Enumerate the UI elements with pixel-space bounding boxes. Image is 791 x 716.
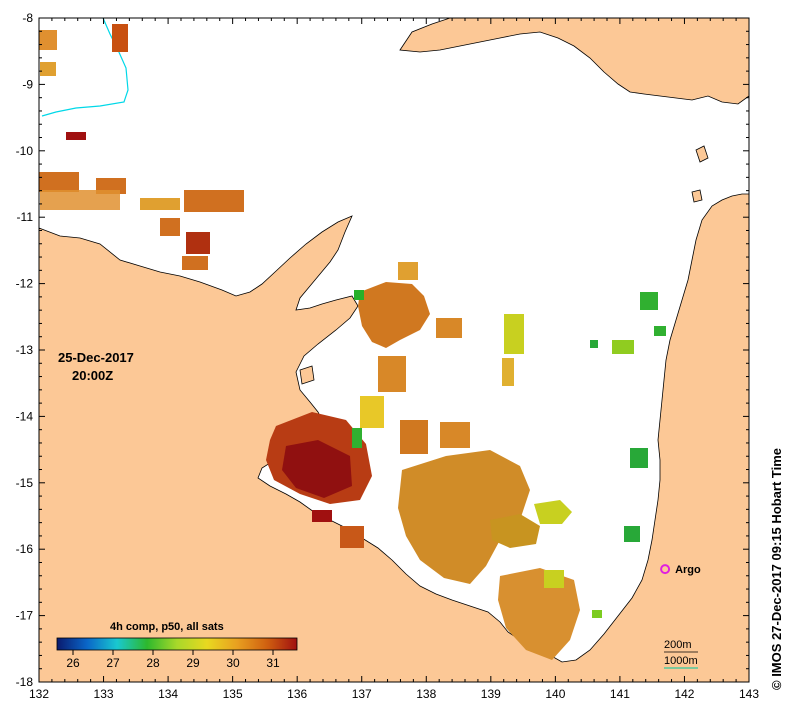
y-tick-label: -14: [16, 409, 34, 423]
x-tick-label: 138: [416, 687, 436, 701]
y-tick-label: -9: [22, 77, 33, 91]
date-label: 25-Dec-2017: [58, 350, 134, 365]
time-label: 20:00Z: [72, 368, 113, 383]
colorbar-tick-label: 27: [106, 656, 120, 670]
argo-label: Argo: [675, 564, 701, 576]
sst-east-patches: [352, 290, 666, 542]
x-tick-label: 139: [481, 687, 501, 701]
y-tick-label: -8: [22, 11, 33, 25]
land-layer: [38, 17, 750, 683]
y-tick-label: -18: [16, 675, 34, 689]
x-tick-label: 133: [94, 687, 114, 701]
colorbar-tick-label: 30: [226, 656, 240, 670]
island: [695, 145, 709, 163]
colorbar: [56, 637, 298, 651]
x-tick-label: 141: [610, 687, 630, 701]
contour-200-label: 200m: [664, 639, 692, 651]
y-tick-label: -11: [17, 210, 34, 224]
colorbar-ticks: 26 27 28 29 30 31: [66, 650, 280, 670]
x-tick-label: 136: [287, 687, 307, 701]
colorbar-tick-label: 26: [66, 656, 80, 670]
australia-landmass: [38, 193, 750, 683]
x-tick-label: 137: [352, 687, 372, 701]
imos-credit: © IMOS 27-Dec-2017 09:15 Hobart Time: [769, 448, 784, 690]
x-tick-label: 143: [739, 687, 759, 701]
x-tick-label: 134: [158, 687, 178, 701]
x-tick-label: 142: [674, 687, 694, 701]
y-tick-label: -15: [16, 476, 34, 490]
argo-icon: [660, 564, 671, 575]
island: [691, 189, 703, 203]
sst-north-patches: [39, 24, 244, 270]
argo-marker: Argo: [660, 564, 701, 576]
y-tick-label: -10: [16, 144, 34, 158]
x-tick-label: 135: [223, 687, 243, 701]
y-tick-label: -16: [16, 542, 34, 556]
colorbar-title: 4h comp, p50, all sats: [110, 621, 224, 633]
y-tick-label: -12: [16, 277, 34, 291]
x-axis: 132 133 134 135 136 137 138 139 140 141 142 143: [29, 18, 759, 701]
colorbar-tick-label: 29: [186, 656, 200, 670]
x-tick-label: 140: [545, 687, 565, 701]
colorbar-tick-label: 28: [146, 656, 160, 670]
contour-1000-label: 1000m: [664, 655, 698, 667]
y-tick-label: -17: [16, 609, 34, 623]
colorbar-tick-label: 31: [266, 656, 280, 670]
new-guinea-landmass: [399, 17, 750, 105]
sst-gulf-patches: [266, 262, 602, 660]
sst-patches: [39, 24, 666, 660]
y-tick-label: -13: [16, 343, 34, 357]
island: [299, 365, 315, 385]
y-axis: -8 -9 -10 -11 -12 -13 -14 -15 -16 -17 -18: [16, 11, 749, 689]
x-tick-label: 132: [29, 687, 49, 701]
